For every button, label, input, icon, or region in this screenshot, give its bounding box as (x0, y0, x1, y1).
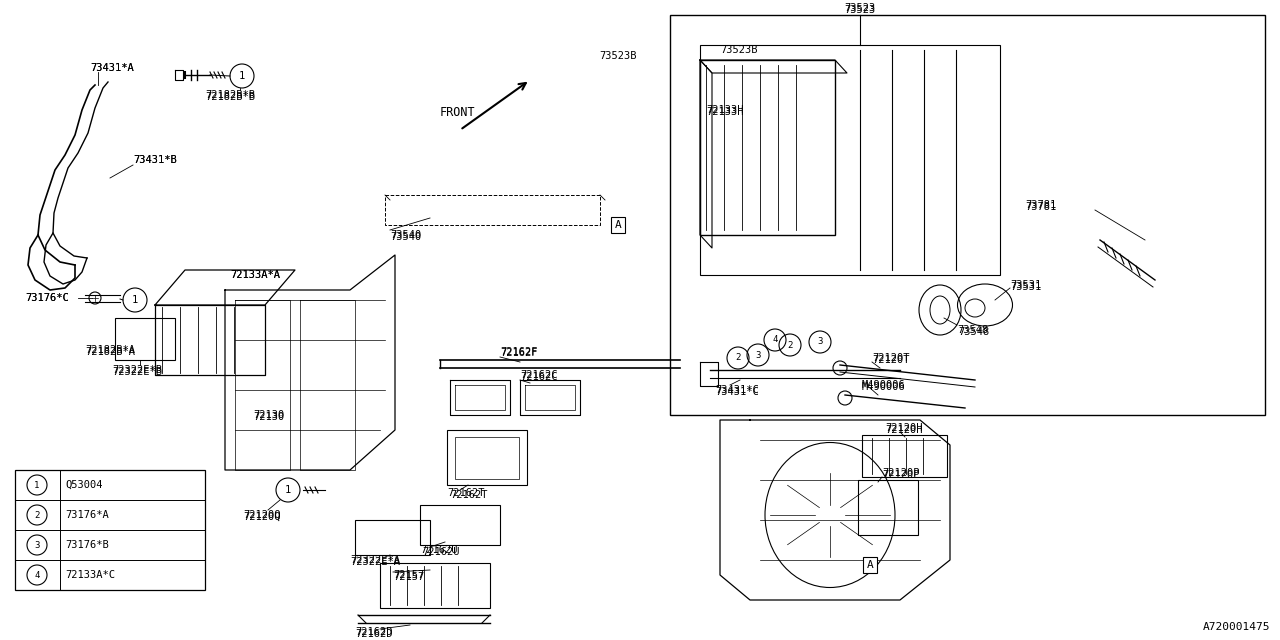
Text: 73431*C: 73431*C (716, 387, 759, 397)
Text: 4: 4 (35, 570, 40, 579)
Text: 73431*A: 73431*A (90, 63, 133, 73)
Text: A: A (867, 560, 873, 570)
Bar (700, 60, 835, 235)
Text: A720001475: A720001475 (1202, 622, 1270, 632)
Text: 72133H: 72133H (707, 105, 744, 115)
Text: 72162D: 72162D (355, 627, 393, 637)
Text: 72157: 72157 (393, 570, 424, 580)
Bar (447, 430, 527, 485)
Text: 72133A*C: 72133A*C (65, 570, 115, 580)
Text: 73531: 73531 (1010, 282, 1041, 292)
Text: 73176*C: 73176*C (26, 293, 69, 303)
Text: 2: 2 (35, 511, 40, 520)
Text: 72162F: 72162F (500, 348, 538, 358)
Text: 72322E*A: 72322E*A (349, 557, 399, 567)
Text: 72133H: 72133H (707, 107, 744, 117)
Text: 73431*B: 73431*B (133, 155, 177, 165)
Bar (380, 563, 490, 608)
Text: 73781: 73781 (1025, 202, 1056, 212)
Text: 73548: 73548 (957, 325, 988, 335)
Text: A: A (614, 220, 621, 230)
Text: 73523B: 73523B (599, 51, 636, 61)
Bar (858, 480, 918, 535)
Text: 72182B*B: 72182B*B (205, 90, 255, 100)
Text: 73781: 73781 (1025, 200, 1056, 210)
Text: 72162F: 72162F (500, 347, 538, 357)
Text: 72182B*A: 72182B*A (84, 347, 134, 357)
Text: 72133A*A: 72133A*A (230, 270, 280, 280)
Text: 72322E*B: 72322E*B (113, 365, 163, 375)
Text: 73540: 73540 (390, 232, 421, 242)
Bar (669, 15, 1265, 415)
Text: M490006: M490006 (861, 380, 906, 390)
Text: 73431*A: 73431*A (90, 63, 133, 73)
Text: 72322E*B: 72322E*B (113, 367, 163, 377)
Text: 72120H: 72120H (884, 423, 923, 433)
Text: 72120T: 72120T (872, 355, 910, 365)
Text: 1: 1 (285, 485, 291, 495)
Text: 72162T: 72162T (447, 488, 485, 498)
Text: 72162T: 72162T (451, 490, 488, 500)
Bar (15, 470, 205, 590)
Text: 4: 4 (772, 335, 778, 344)
Text: 1: 1 (132, 295, 138, 305)
Bar (355, 520, 430, 555)
Text: 73523: 73523 (845, 5, 876, 15)
Text: 72120Q: 72120Q (243, 510, 280, 520)
Text: 3: 3 (755, 351, 760, 360)
Text: 72120T: 72120T (872, 353, 910, 363)
Text: 73523B: 73523B (719, 45, 758, 55)
Bar (420, 505, 500, 545)
Text: 72182B*B: 72182B*B (205, 92, 255, 102)
Text: 2: 2 (787, 340, 792, 349)
Text: 3: 3 (35, 541, 40, 550)
Text: 72162U: 72162U (422, 547, 460, 557)
Text: 3: 3 (818, 337, 823, 346)
Text: 73176*C: 73176*C (26, 293, 69, 303)
Text: 72162C: 72162C (520, 372, 558, 382)
Text: 72133A*A: 72133A*A (230, 270, 280, 280)
Text: 72162C: 72162C (520, 370, 558, 380)
Text: 73431*C: 73431*C (716, 385, 759, 395)
Text: 72157: 72157 (393, 572, 424, 582)
Text: 72182B*A: 72182B*A (84, 345, 134, 355)
Text: 72162D: 72162D (355, 629, 393, 639)
Text: 73431*B: 73431*B (133, 155, 177, 165)
Text: 72322E*A: 72322E*A (349, 555, 399, 565)
Text: 73548: 73548 (957, 327, 989, 337)
Text: 73531: 73531 (1010, 280, 1041, 290)
Text: 73176*B: 73176*B (65, 540, 109, 550)
Text: 1: 1 (239, 71, 246, 81)
Text: 72162U: 72162U (420, 545, 457, 555)
Text: 72120Q: 72120Q (243, 512, 280, 522)
Text: 2: 2 (735, 353, 741, 362)
Bar (454, 437, 518, 479)
Bar (115, 318, 175, 360)
Text: 72120P: 72120P (882, 468, 919, 478)
Text: Q53004: Q53004 (65, 480, 102, 490)
Text: FRONT: FRONT (440, 106, 476, 118)
Text: 72120H: 72120H (884, 425, 923, 435)
Text: 73523: 73523 (845, 3, 876, 13)
Bar (700, 45, 1000, 275)
Text: 72120P: 72120P (882, 470, 919, 480)
Text: 72130: 72130 (253, 412, 284, 422)
Text: 73176*A: 73176*A (65, 510, 109, 520)
Bar (861, 435, 947, 477)
Text: 73540: 73540 (390, 230, 421, 240)
Text: M490006: M490006 (861, 382, 906, 392)
Text: 1: 1 (35, 481, 40, 490)
Text: 72130: 72130 (253, 410, 284, 420)
